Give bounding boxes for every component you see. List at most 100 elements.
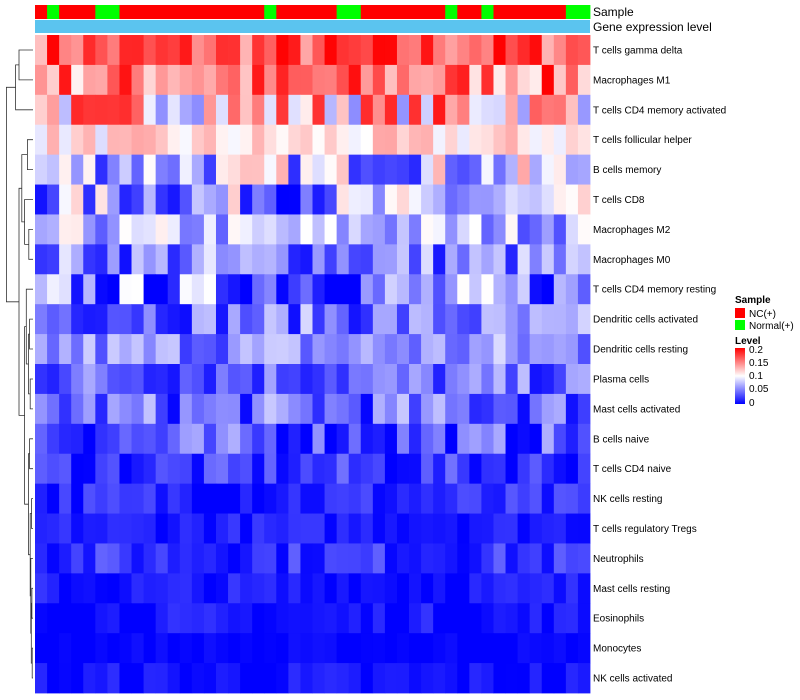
heatmap-cell [119,364,132,395]
heatmap-cell [276,94,289,126]
dendrogram-branch [31,647,33,679]
heatmap-cell [47,453,60,485]
sample-annotation-cell [119,5,132,19]
heatmap-cell [240,94,253,126]
dendrogram-branch [18,187,25,416]
heatmap-cell [348,244,362,275]
heatmap-cell [228,64,241,96]
heatmap-cell [565,603,579,634]
heatmap-cell [541,663,555,694]
sample-annotation-cell [421,5,434,19]
heatmap-cell [119,573,132,604]
heatmap-cell [300,483,313,514]
heatmap-cell [300,543,313,574]
heatmap-cell [288,423,301,455]
heatmap-cell [215,393,229,425]
heatmap-cell [553,663,567,694]
heatmap-cell [59,393,72,425]
heatmap-cell [541,334,555,365]
heatmap-cell [179,334,193,365]
heatmap-cell [131,633,144,664]
heatmap-cell [372,124,386,156]
heatmap-cell [276,663,289,694]
dendrogram-branch [29,318,33,350]
heatmap-cell [505,603,519,634]
heatmap-cell [421,304,434,335]
heatmap-cell [71,184,84,215]
sample-annotation-cell [35,5,48,19]
heatmap-cell [300,334,313,365]
sample-annotation-cell [252,5,265,19]
heatmap-cell [505,483,519,514]
heatmap-cell [396,274,410,305]
row-label: Mast cells resting [593,584,670,595]
heatmap-cell [59,274,72,305]
dendrogram-branch [27,139,33,170]
heatmap-cell [119,663,132,694]
heatmap-cell [312,633,325,664]
heatmap-cell [203,244,217,275]
heatmap-cell [300,124,313,156]
heatmap-cell [179,304,193,335]
heatmap-cell [131,483,144,514]
heatmap-cell [191,94,205,126]
heatmap-cell [131,393,144,425]
dendrogram-branch [28,229,33,260]
heatmap-cell [457,543,470,574]
row-label: T cells CD4 memory activated [593,105,726,116]
heatmap-cell [252,154,265,185]
sample-annotation-cell [505,5,519,19]
heatmap-cell [529,633,543,664]
heatmap-cell [457,453,470,485]
heatmap-cell [240,64,253,96]
heatmap-cell [240,633,253,664]
heatmap-cell [481,94,494,126]
legend-swatch-nc [735,308,745,318]
heatmap-cell [179,184,193,215]
heatmap-cell [469,633,482,664]
heatmap-cell [577,423,591,455]
heatmap-cell [47,214,60,245]
legend-color-ramp [735,348,745,404]
heatmap-cell [324,423,338,455]
sample-annotation-cell [276,5,289,19]
heatmap-cell [95,603,108,634]
dendrogram-branch [31,587,33,619]
heatmap-cell [553,633,567,664]
heatmap-cell [481,214,494,245]
heatmap-cell [421,94,434,126]
row-dendrogram [6,49,33,679]
heatmap-cell [360,304,374,335]
heatmap-cell [312,364,325,395]
heatmap-cell [409,214,422,245]
heatmap-cell [529,483,543,514]
heatmap-cell [276,423,289,455]
heatmap-cell [131,244,144,275]
heatmap-cell [493,423,506,455]
heatmap-cell [83,35,96,66]
heatmap-cell [433,214,446,245]
heatmap-cell [457,364,470,395]
heatmap-cell [409,35,422,66]
heatmap-cell [336,35,350,66]
heatmap-cell [83,64,96,96]
heatmap-cell [469,274,482,305]
heatmap-cell [324,513,338,544]
heatmap-cell [264,603,277,634]
heatmap-cell [384,304,398,335]
heatmap-cell [348,35,362,66]
heatmap-cell [409,154,422,185]
heatmap-cell [119,423,132,455]
heatmap-cell [433,124,446,156]
heatmap-cell [384,35,398,66]
heatmap-cell [83,603,96,634]
heatmap-cell [191,483,205,514]
heatmap-cell [396,124,410,156]
heatmap-cell [155,64,169,96]
heatmap-cell [577,364,591,395]
heatmap-cell [529,543,543,574]
heatmap-cell [336,94,350,126]
sample-annotation-cell [433,5,446,19]
heatmap-cell [493,483,506,514]
heatmap-cell [396,154,410,185]
